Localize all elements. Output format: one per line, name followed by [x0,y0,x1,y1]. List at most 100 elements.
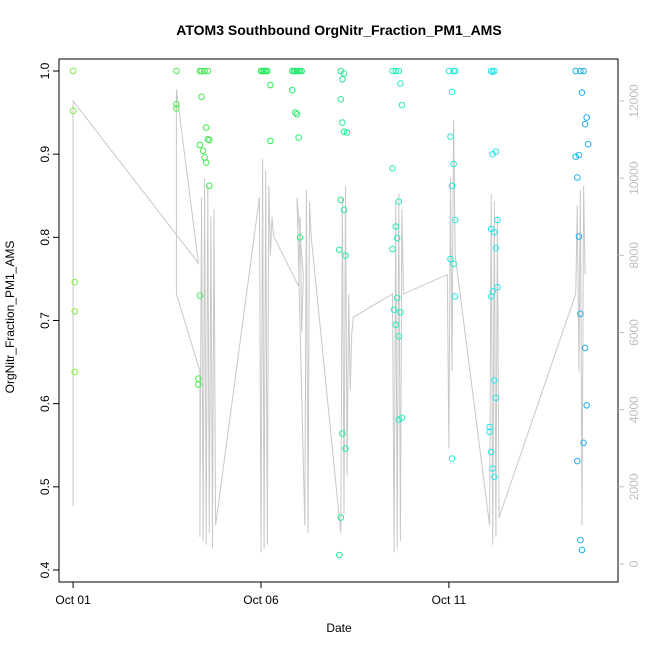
altitude-line-layer [72,89,586,553]
data-point [486,428,493,436]
data-point [581,344,589,352]
x-axis-label: Date [326,621,352,635]
data-point [198,93,205,101]
data-point [572,153,580,160]
data-point [491,473,498,481]
data-point [337,196,345,204]
data-point [445,67,453,75]
data-point [397,308,404,316]
data-point [395,416,403,423]
data-point [173,67,180,75]
y-axis: 0.4 0.5 0.6 0.7 0.8 0.9 1.0 [38,62,59,578]
data-point [392,67,400,75]
data-point [580,67,587,75]
data-point [491,67,498,75]
data-point [390,306,398,314]
data-point [392,223,400,230]
y-axis-label: OrgNitr_Fraction_PM1_AMS [3,241,17,394]
data-point [491,229,498,236]
data-point [395,333,403,340]
data-point [292,109,299,116]
y-tick-label: 0.4 [38,561,52,578]
data-point [196,141,204,149]
data-point [339,430,346,437]
data-point [578,546,586,554]
data-point [492,394,500,402]
data-point [572,67,580,75]
data-point [342,445,349,452]
data-point [491,377,498,384]
altitude-line [72,89,586,553]
y2-tick-label: 0 [627,560,641,567]
data-point [339,119,346,126]
data-point [583,402,591,409]
y-tick-label: 0.9 [38,146,52,163]
data-point [580,439,587,447]
data-point [343,129,351,136]
plot-frame [58,58,619,583]
data-point [336,551,343,559]
y2-tick-label: 8000 [627,242,641,269]
data-point [173,101,180,108]
y2-tick-label: 4000 [627,396,641,423]
data-point [395,198,403,205]
data-point [489,150,497,158]
y2-tick-label: 6000 [627,319,641,346]
data-point [295,134,302,141]
data-point [340,128,348,135]
data-point [451,67,459,75]
data-point [583,114,591,121]
data-point [202,124,210,131]
data-point [392,321,400,329]
data-point [575,151,583,159]
data-point [451,293,459,300]
data-point [450,160,457,168]
data-point [448,182,456,190]
data-point [397,80,404,87]
data-point [206,136,213,144]
data-point [486,423,493,431]
chart-title: ATOM3 Southbound OrgNitr_Fraction_PM1_AM… [176,22,501,38]
data-point [492,244,500,252]
data-point [577,310,584,318]
y-tick-label: 1.0 [38,62,52,79]
data-point [574,174,581,181]
data-point [393,234,401,242]
data-point [577,67,584,75]
data-point [195,381,202,388]
data-point [342,252,349,259]
data-point [267,81,274,89]
data-point [578,89,586,96]
data-point [337,96,345,103]
data-point [393,294,401,302]
data-point [69,107,77,115]
data-point [389,245,396,253]
data-point [173,105,180,112]
data-point [264,67,271,75]
data-point [398,101,406,109]
data-point [298,67,306,75]
data-point [487,293,495,300]
data-point [575,233,583,240]
data-point [204,67,212,75]
y2-tick-label: 2000 [627,473,641,500]
data-point [199,147,207,155]
data-point [448,88,456,96]
y-tick-label: 0.6 [38,395,52,412]
data-point [336,246,343,254]
data-point [293,110,301,118]
x-axis: Oct 01 Oct 06 Oct 11 [55,582,466,607]
data-point [395,67,403,75]
data-point [71,368,78,376]
data-point [447,255,454,263]
points-layer [69,67,592,559]
data-point [448,455,456,462]
data-point [494,216,501,224]
data-point [577,536,584,544]
y-tick-label: 0.8 [38,229,52,246]
data-point [296,234,304,241]
x-tick-label: Oct 11 [432,593,467,607]
y2-tick-label: 10000 [627,161,641,195]
data-point [574,457,581,465]
y-tick-label: 0.5 [38,478,52,495]
